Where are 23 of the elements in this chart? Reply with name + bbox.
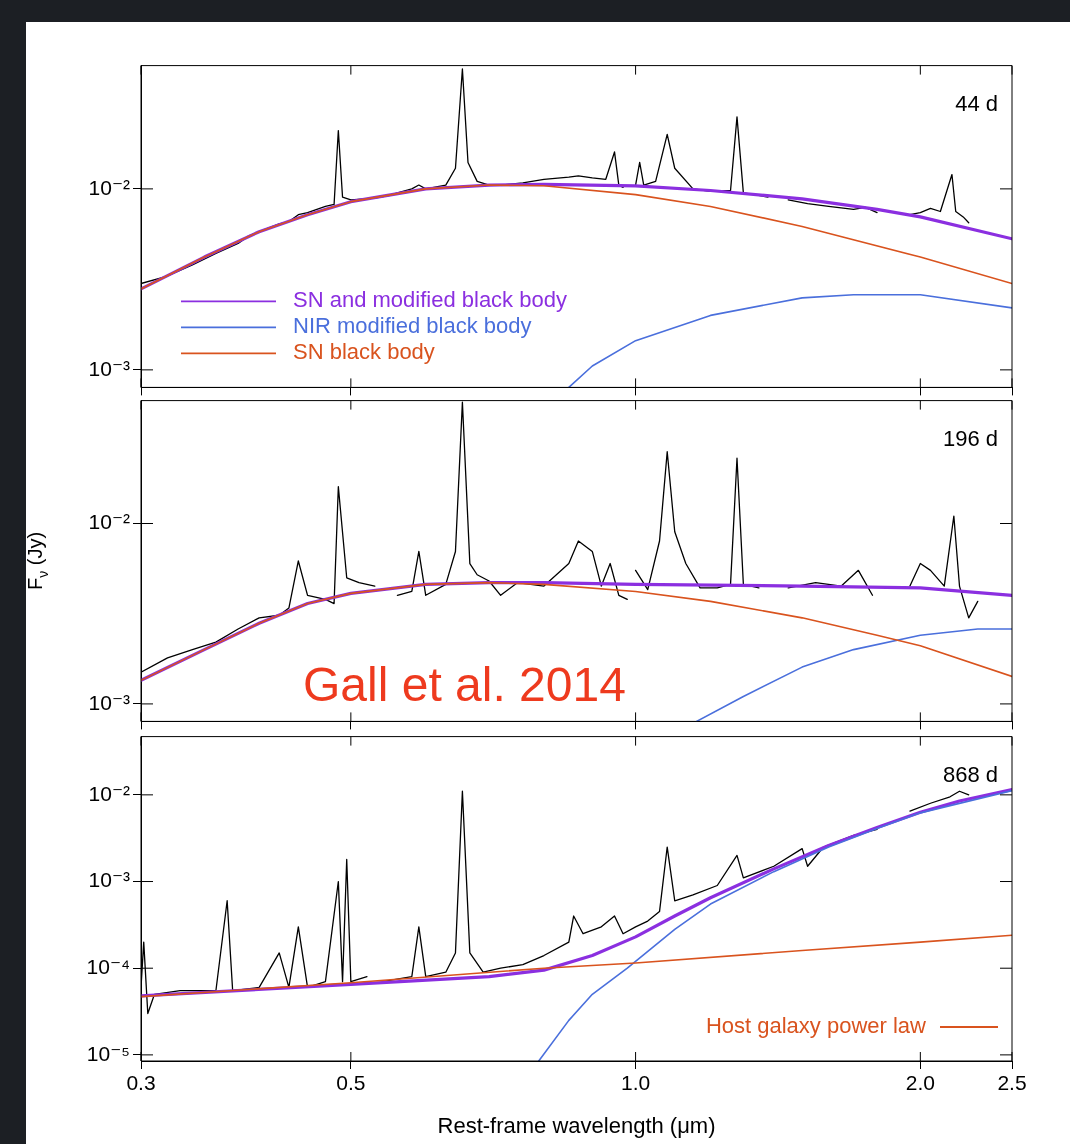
legend-label: SN black body	[293, 339, 435, 365]
y-tick-label: 10⁻²	[88, 510, 131, 534]
x-tick-label: 0.3	[126, 1071, 156, 1095]
y-tick-label: 10⁻³	[88, 356, 131, 380]
y-tick-label: 10⁻³	[88, 690, 131, 714]
y-tick-label: 10⁻⁵	[86, 1041, 130, 1065]
y-axis-title: Fν (Jy)	[24, 531, 51, 591]
annotation: 196 d	[942, 425, 998, 451]
annotation: 868 d	[942, 761, 998, 787]
legend-label: SN and modified black body	[293, 287, 567, 313]
annotation: 44 d	[955, 90, 998, 116]
legend-label: NIR modified black body	[293, 313, 532, 339]
y-tick-label: 10⁻²	[88, 175, 131, 199]
x-tick-label: 2.5	[997, 1071, 1027, 1095]
y-tick-label: 10⁻⁴	[86, 955, 130, 978]
x-tick-label: 0.5	[336, 1071, 366, 1095]
y-tick-label: 10⁻²	[88, 781, 131, 805]
x-tick-label: 2.0	[905, 1071, 935, 1095]
legend-label: Host galaxy power law	[705, 1013, 927, 1039]
x-axis-title: Rest-frame wavelength (μm)	[437, 1112, 716, 1138]
annotation: Gall et al. 2014	[303, 658, 626, 712]
x-tick-label: 1.0	[620, 1071, 651, 1095]
y-tick-label: 10⁻³	[88, 868, 131, 892]
